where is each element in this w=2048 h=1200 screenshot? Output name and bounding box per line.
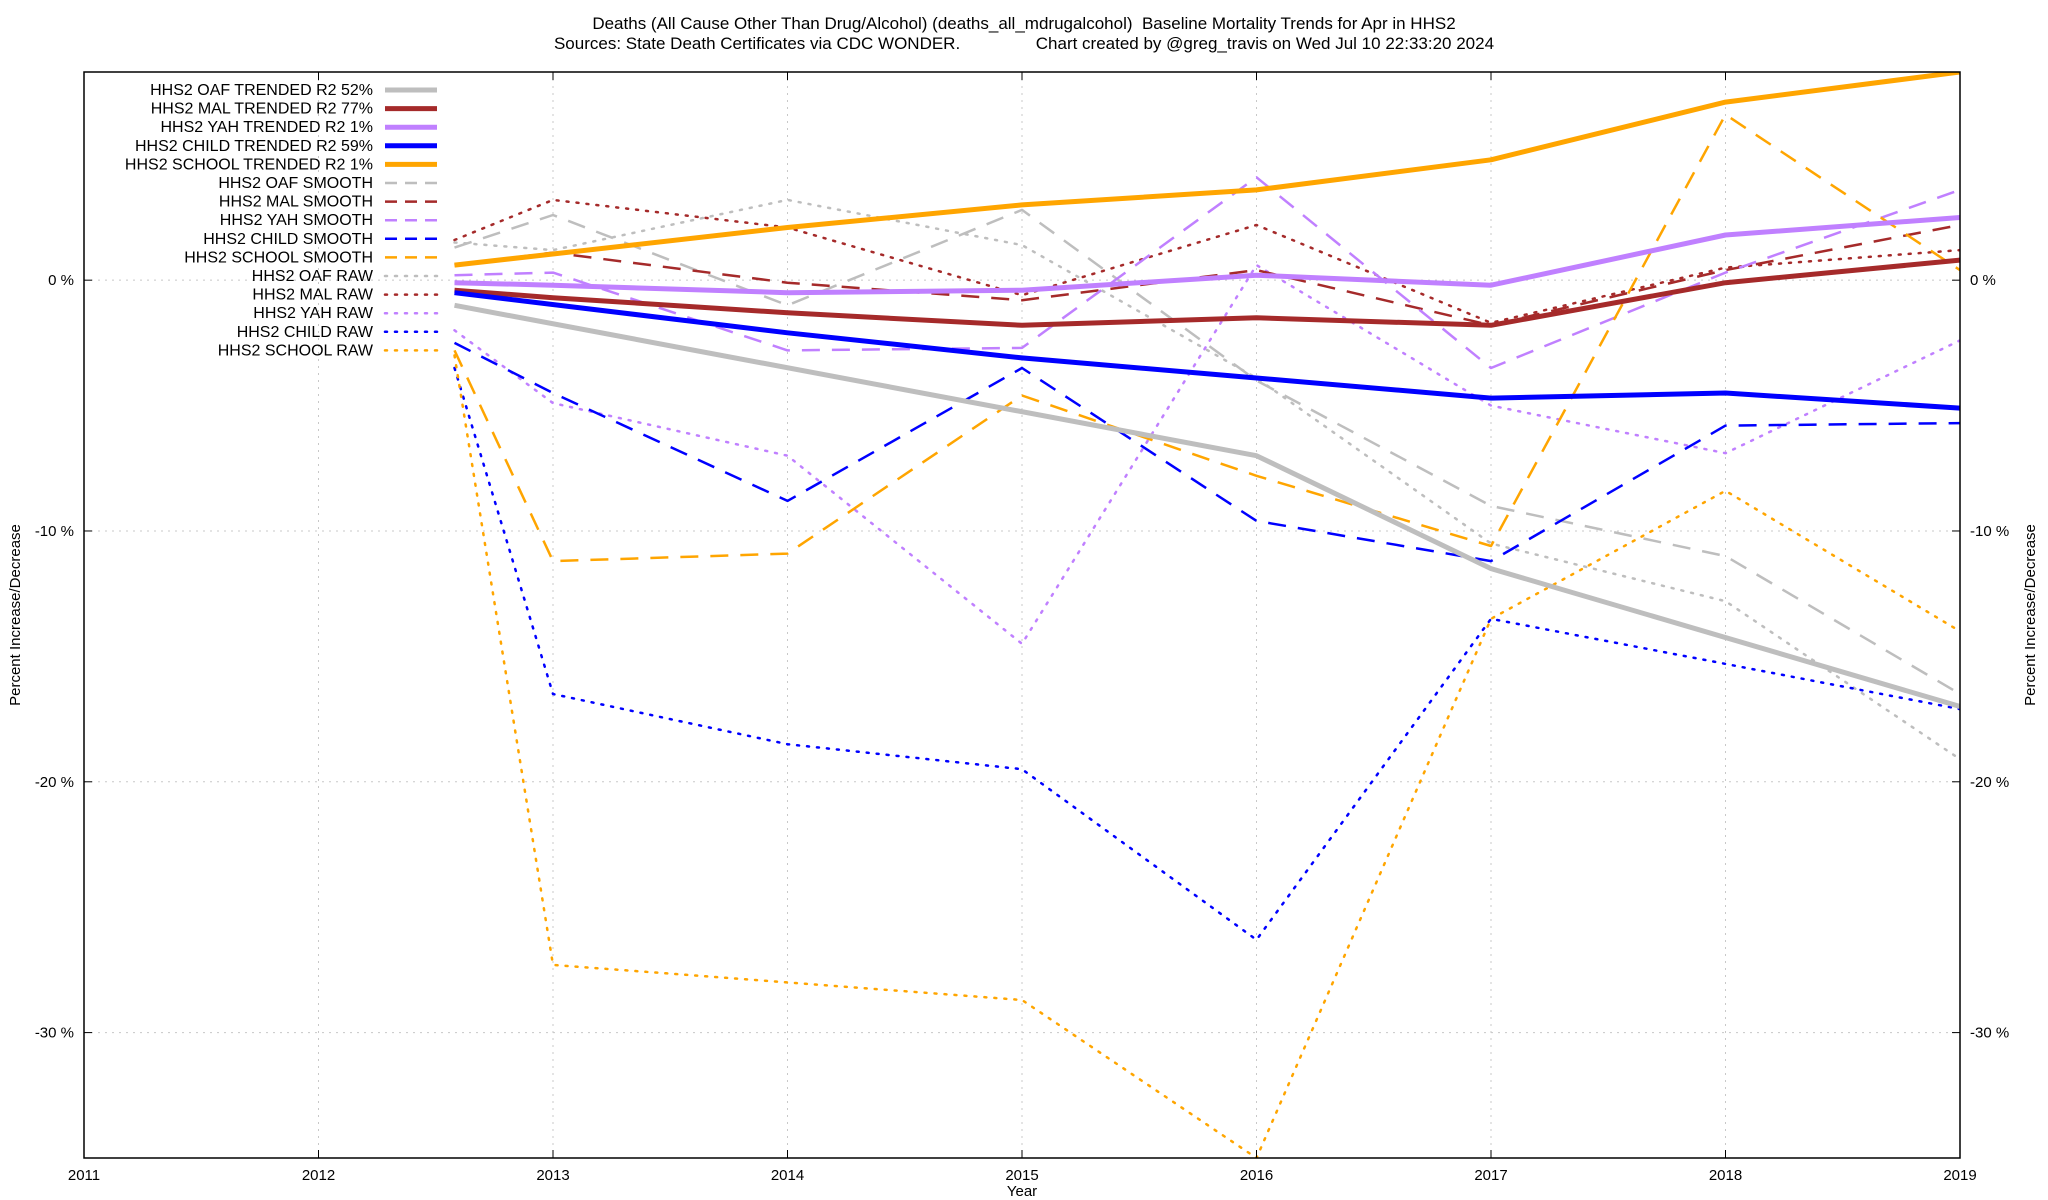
y-tick-label: -10 % xyxy=(35,523,74,540)
legend-series-name: HHS2 YAH SMOOTH xyxy=(220,212,373,229)
legend-label: HHS2 CHILD TRENDED R2 59% xyxy=(135,138,373,155)
legend: HHS2 OAF TRENDED R2 52%HHS2 MAL TRENDED … xyxy=(125,82,439,359)
legend-series-name: HHS2 SCHOOL TRENDED R2 xyxy=(125,156,346,173)
legend-series-name: HHS2 YAH TRENDED R2 xyxy=(160,119,345,136)
series-line-hhs2-mal-trended-r2 xyxy=(454,257,1960,328)
legend-label: HHS2 CHILD RAW xyxy=(237,324,374,341)
legend-label: HHS2 SCHOOL TRENDED R2 1% xyxy=(125,156,373,173)
legend-label: HHS2 OAF RAW xyxy=(252,268,374,285)
series-line-hhs2-yah-smooth xyxy=(454,176,1960,370)
y2-tick-label: -10 % xyxy=(1970,523,2009,540)
legend-r2-value: 59% xyxy=(337,138,373,155)
series-line-hhs2-school-trended-r2 xyxy=(454,72,1960,268)
legend-series-name: HHS2 CHILD TRENDED R2 xyxy=(135,138,337,155)
chart-title: Deaths (All Cause Other Than Drug/Alcoho… xyxy=(592,14,1456,33)
legend-r2-value: 77% xyxy=(337,101,373,118)
chart-subtitle: Sources: State Death Certificates via CD… xyxy=(553,34,1495,53)
series-line-hhs2-oaf-raw xyxy=(453,198,1960,761)
axis-layer: 2011 2012 2013 2014 2015 2016 2017 2018 2019 0 % 0… xyxy=(35,72,2009,1184)
series-line-hhs2-child-trended-r2 xyxy=(454,290,1960,411)
series-layer xyxy=(453,72,1960,1158)
x-tick-label: 2011 xyxy=(68,1167,100,1184)
legend-r2-value: 52% xyxy=(337,82,373,99)
legend-label: HHS2 SCHOOL SMOOTH xyxy=(184,249,373,266)
x-tick-label: 2018 xyxy=(1709,1167,1742,1184)
y-tick-label: 0 % xyxy=(48,272,74,289)
legend-label: HHS2 OAF TRENDED R2 52% xyxy=(150,82,373,99)
x-axis-label: Year xyxy=(1007,1183,1037,1200)
y2-tick-label: -30 % xyxy=(1970,1025,2009,1042)
legend-label: HHS2 YAH TRENDED R2 1% xyxy=(160,119,373,136)
legend-label: HHS2 YAH RAW xyxy=(253,305,374,322)
legend-label: HHS2 YAH SMOOTH xyxy=(220,212,373,229)
series-line-hhs2-oaf-trended-r2 xyxy=(454,302,1960,709)
legend-series-name: HHS2 OAF SMOOTH xyxy=(218,175,373,192)
series-line-hhs2-child-smooth xyxy=(453,341,1960,563)
y-tick-label: -30 % xyxy=(35,1025,74,1042)
legend-label: HHS2 MAL RAW xyxy=(252,287,374,304)
legend-label: HHS2 MAL TRENDED R2 77% xyxy=(151,101,373,118)
legend-series-name: HHS2 CHILD SMOOTH xyxy=(203,231,373,248)
legend-series-name: HHS2 MAL TRENDED R2 xyxy=(151,101,337,118)
x-tick-label: 2015 xyxy=(1005,1167,1038,1184)
x-tick-label: 2012 xyxy=(302,1167,335,1184)
legend-series-name: HHS2 OAF TRENDED R2 xyxy=(150,82,337,99)
legend-series-name: HHS2 CHILD RAW xyxy=(237,324,374,341)
legend-label: HHS2 SCHOOL RAW xyxy=(218,342,374,359)
legend-series-name: HHS2 MAL RAW xyxy=(252,287,374,304)
legend-r2-value: 1% xyxy=(345,156,373,173)
legend-series-name: HHS2 OAF RAW xyxy=(252,268,374,285)
series-line-hhs2-oaf-smooth xyxy=(454,208,1960,696)
x-tick-label: 2017 xyxy=(1474,1167,1507,1184)
x-tick-label: 2016 xyxy=(1240,1167,1273,1184)
legend-r2-value: 1% xyxy=(345,119,373,136)
legend-label: HHS2 MAL SMOOTH xyxy=(219,194,373,211)
y-tick-label: -20 % xyxy=(35,774,74,791)
legend-label: HHS2 CHILD SMOOTH xyxy=(203,231,373,248)
x-tick-label: 2013 xyxy=(536,1167,569,1184)
series-line-hhs2-school-smooth xyxy=(453,113,1960,563)
y2-tick-label: 0 % xyxy=(1970,272,1996,289)
y2-axis-label: Percent Increase/Decrease xyxy=(2022,524,2039,706)
legend-series-name: HHS2 SCHOOL SMOOTH xyxy=(184,249,373,266)
legend-label: HHS2 OAF SMOOTH xyxy=(218,175,373,192)
grid-layer xyxy=(84,72,1960,1158)
series-line-hhs2-mal-raw xyxy=(453,198,1960,325)
legend-series-name: HHS2 MAL SMOOTH xyxy=(219,194,373,211)
legend-series-name: HHS2 SCHOOL RAW xyxy=(218,342,374,359)
series-line-hhs2-child-raw xyxy=(453,366,1960,942)
x-tick-label: 2014 xyxy=(771,1167,804,1184)
x-tick-label: 2019 xyxy=(1943,1167,1976,1184)
series-line-hhs2-yah-trended-r2 xyxy=(454,215,1960,296)
legend-series-name: HHS2 YAH RAW xyxy=(253,305,374,322)
series-line-hhs2-school-raw xyxy=(453,354,1960,1158)
y-axis-label: Percent Increase/Decrease xyxy=(7,524,24,706)
y2-tick-label: -20 % xyxy=(1970,774,2009,791)
